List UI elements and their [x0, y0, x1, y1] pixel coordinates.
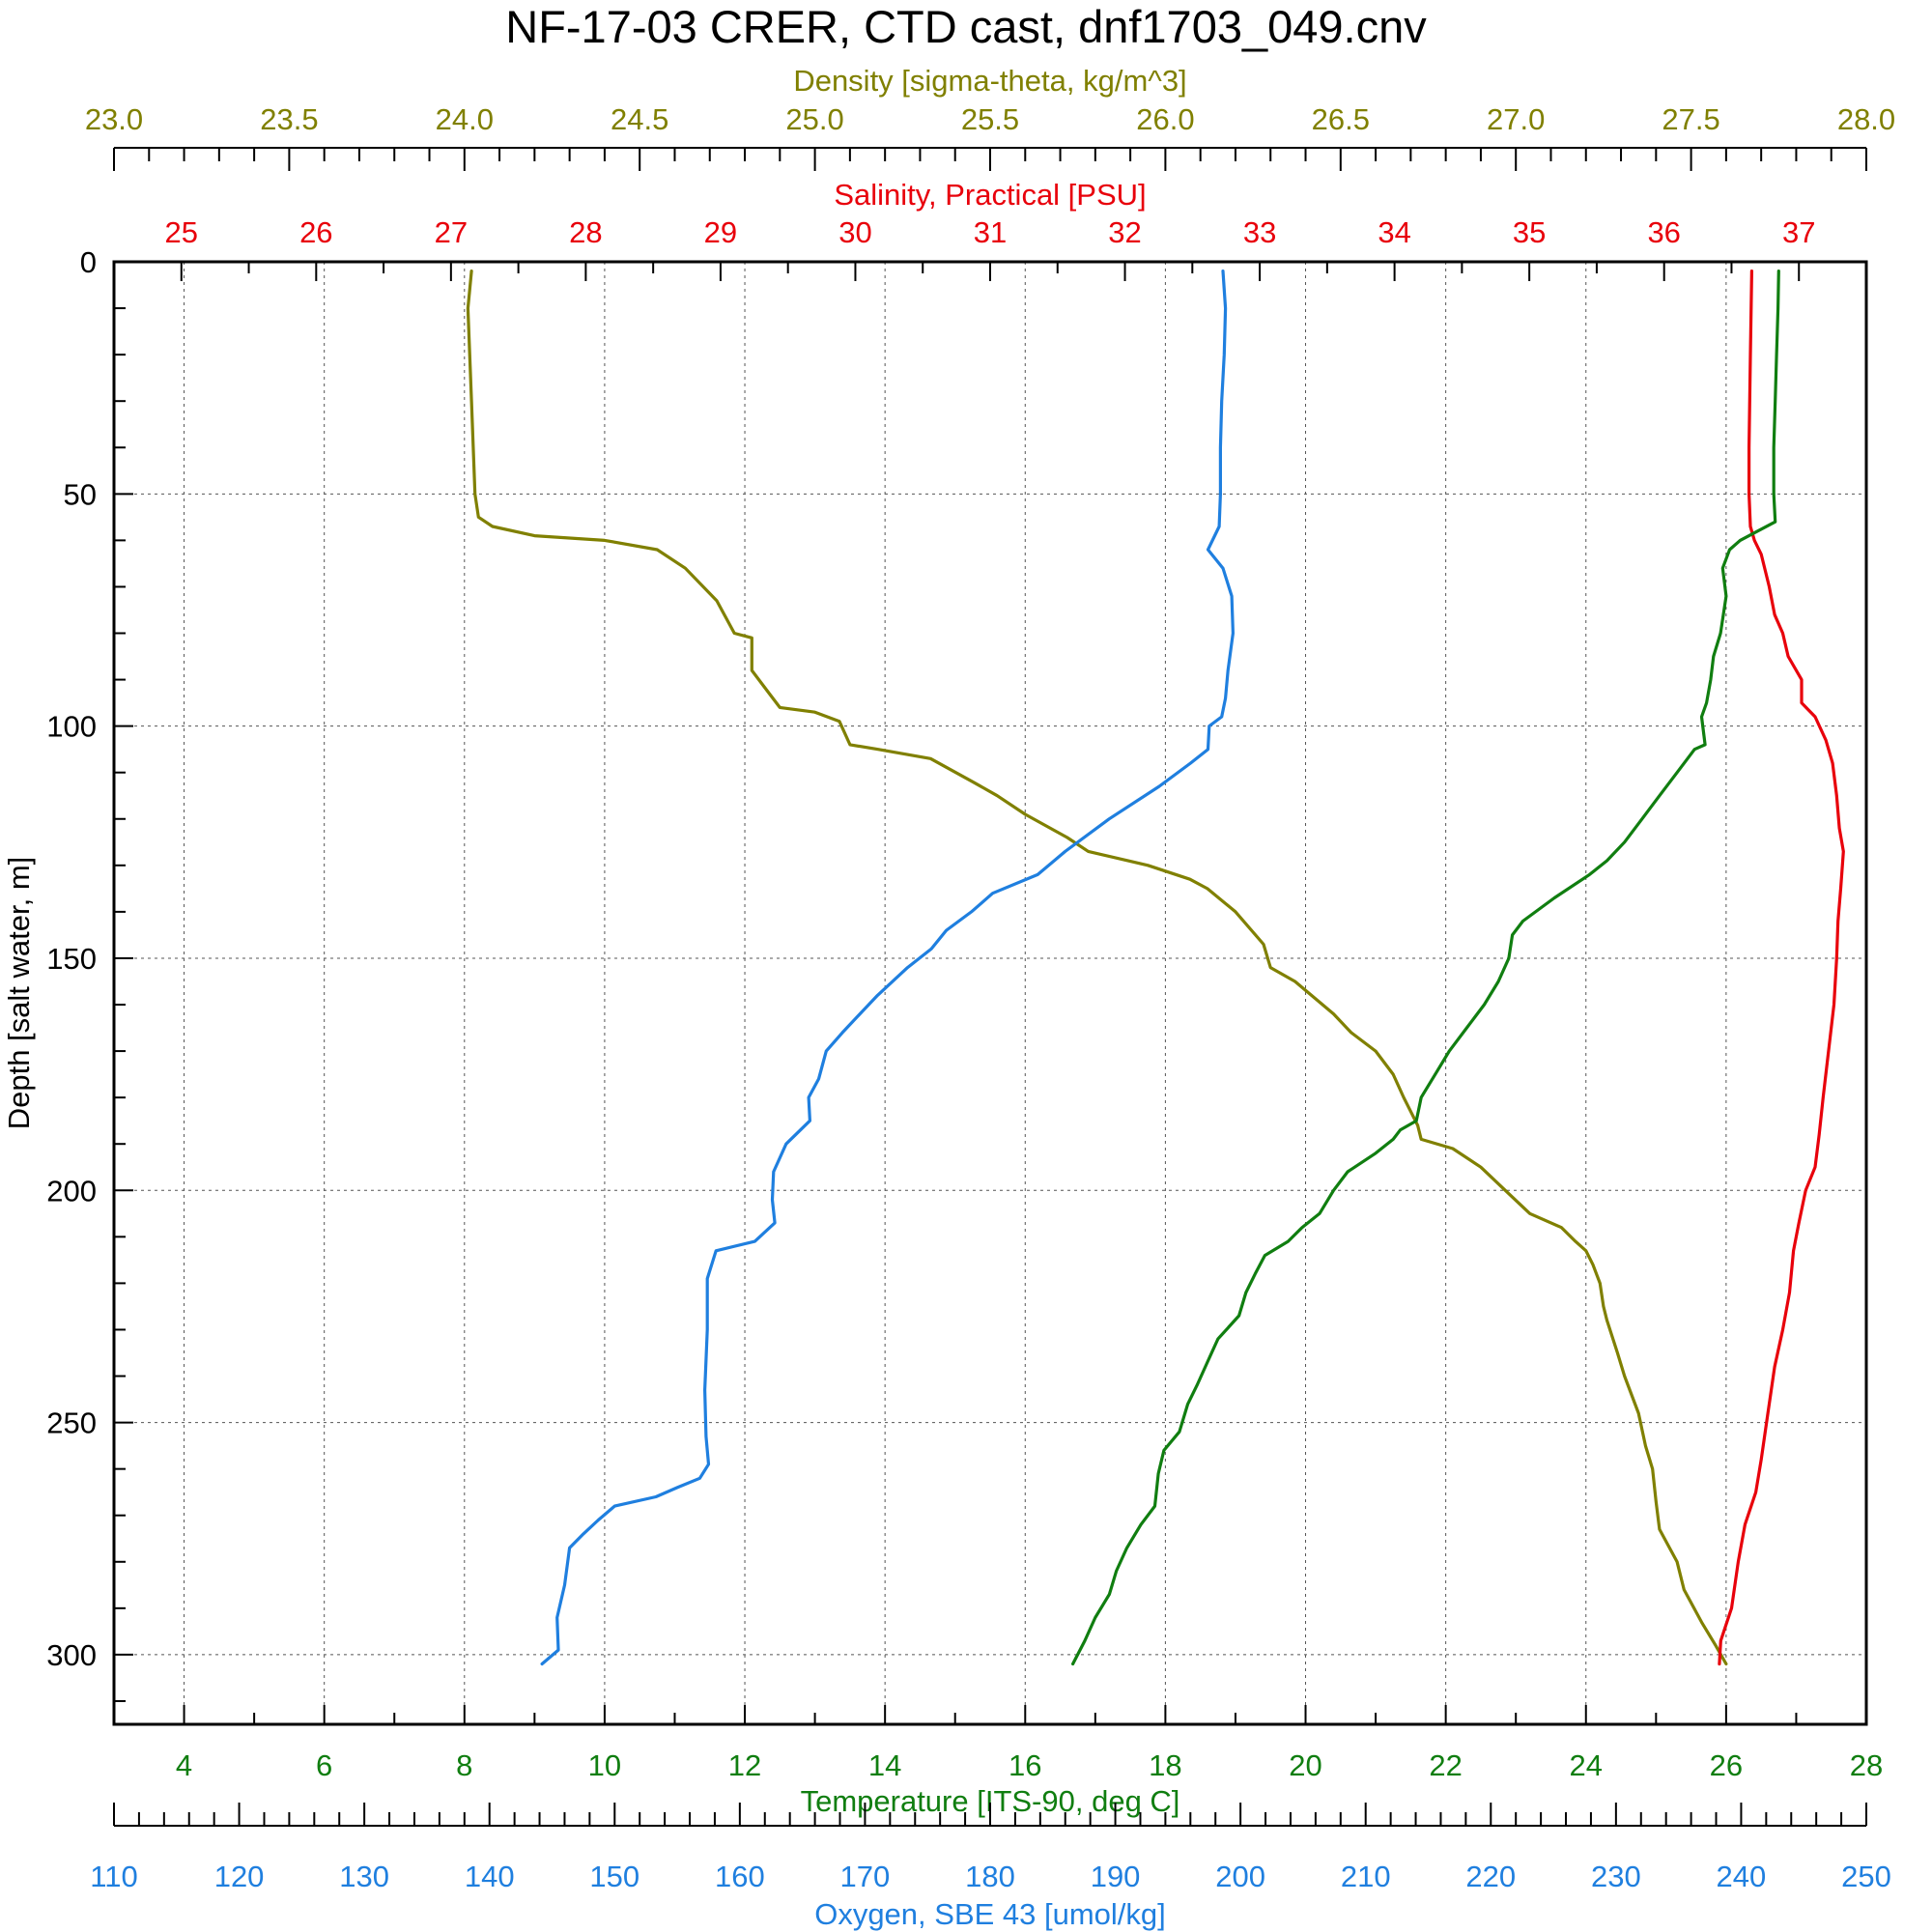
temperature-tick-label: 4	[176, 1748, 192, 1782]
oxygen-tick-label: 250	[1841, 1860, 1891, 1893]
series-layer	[466, 270, 1845, 1666]
density-tick-label: 25.5	[961, 102, 1019, 136]
temperature-tick-label: 22	[1429, 1748, 1462, 1782]
temperature-tick-label: 6	[316, 1748, 332, 1782]
temperature-tick-label: 16	[1009, 1748, 1041, 1782]
salinity-profile-line	[1718, 270, 1845, 1666]
salinity-tick-label: 35	[1513, 215, 1546, 249]
oxygen-tick-label: 120	[214, 1860, 265, 1893]
temperature-tick-label: 26	[1710, 1748, 1743, 1782]
salinity-tick-label: 31	[974, 215, 1007, 249]
y-tick-label: 150	[46, 942, 97, 976]
density-tick-label: 26.5	[1312, 102, 1370, 136]
oxygen-tick-label: 200	[1215, 1860, 1265, 1893]
oxygen-tick-label: 210	[1341, 1860, 1391, 1893]
oxygen-tick-label: 220	[1465, 1860, 1516, 1893]
density-tick-label: 27.0	[1487, 102, 1545, 136]
y-tick-label: 50	[64, 477, 97, 511]
y-axis-title: Depth [salt water, m]	[2, 857, 36, 1130]
salinity-tick-label: 28	[569, 215, 602, 249]
temperature-tick-label: 20	[1289, 1748, 1321, 1782]
density-tick-label: 25.0	[785, 102, 843, 136]
y-tick-label: 100	[46, 710, 97, 744]
temperature-profile-line	[1070, 270, 1780, 1666]
density-profile-line	[466, 270, 1728, 1666]
oxygen-tick-label: 110	[90, 1860, 137, 1893]
oxygen-tick-label: 150	[589, 1860, 639, 1893]
salinity-tick-label: 27	[435, 215, 468, 249]
oxygen-tick-label: 230	[1591, 1860, 1641, 1893]
salinity-tick-label: 34	[1378, 215, 1410, 249]
salinity-tick-label: 33	[1243, 215, 1276, 249]
temperature-tick-label: 18	[1149, 1748, 1181, 1782]
oxygen-tick-label: 140	[465, 1860, 515, 1893]
oxygen-profile-line	[540, 270, 1236, 1666]
salinity-tick-label: 37	[1782, 215, 1815, 249]
oxygen-tick-label: 240	[1717, 1860, 1767, 1893]
temperature-tick-label: 8	[456, 1748, 472, 1782]
y-tick-label: 0	[80, 245, 97, 279]
density-tick-label: 26.0	[1136, 102, 1194, 136]
density-tick-label: 24.5	[611, 102, 668, 136]
axes-layer: 0 50 100 150 200 250 300 Depth [salt water, m] 2…	[2, 64, 1895, 1931]
salinity-tick-label: 36	[1647, 215, 1680, 249]
salinity-axis-title: Salinity, Practical [PSU]	[834, 178, 1146, 212]
temperature-tick-label: 12	[728, 1748, 761, 1782]
salinity-tick-label: 29	[704, 215, 737, 249]
y-tick-label: 200	[46, 1174, 97, 1208]
chart-title: NF-17-03 CRER, CTD cast, dnf1703_049.cnv	[505, 1, 1427, 52]
density-tick-label: 28.0	[1837, 102, 1895, 136]
temperature-tick-label: 28	[1850, 1748, 1883, 1782]
plot-area-frame	[112, 260, 1868, 1726]
y-tick-label: 250	[46, 1406, 97, 1440]
oxygen-axis-title: Oxygen, SBE 43 [umol/kg]	[814, 1897, 1166, 1931]
density-axis-title: Density [sigma-theta, kg/m^3]	[793, 64, 1186, 98]
salinity-tick-label: 25	[165, 215, 198, 249]
density-tick-label: 23.0	[85, 102, 143, 136]
y-tick-label: 300	[46, 1638, 97, 1672]
density-tick-label: 27.5	[1662, 102, 1719, 136]
oxygen-tick-label: 170	[840, 1860, 891, 1893]
temperature-tick-label: 14	[868, 1748, 901, 1782]
density-axis: 23.0 23.5 24.0 24.5 25.0 25.5 26.0 26.5 27.0 27.5…	[85, 64, 1895, 171]
oxygen-tick-label: 180	[965, 1860, 1015, 1893]
salinity-tick-label: 30	[838, 215, 871, 249]
oxygen-axis: 110 120 130 140 150 160 170 180 190 200 210 220 230 2…	[90, 1803, 1891, 1931]
density-tick-label: 23.5	[260, 102, 318, 136]
salinity-tick-label: 32	[1108, 215, 1141, 249]
salinity-axis: 25 26 27 28 29 30 31 32 33 34 35 36 37 Salinity, Prac…	[113, 178, 1867, 281]
density-tick-label: 24.0	[436, 102, 494, 136]
oxygen-tick-label: 130	[339, 1860, 389, 1893]
temperature-tick-label: 24	[1570, 1748, 1603, 1782]
salinity-tick-label: 26	[299, 215, 332, 249]
oxygen-tick-label: 160	[715, 1860, 765, 1893]
grid-layer	[114, 262, 1866, 1724]
oxygen-tick-label: 190	[1091, 1860, 1141, 1893]
temperature-tick-label: 10	[588, 1748, 621, 1782]
